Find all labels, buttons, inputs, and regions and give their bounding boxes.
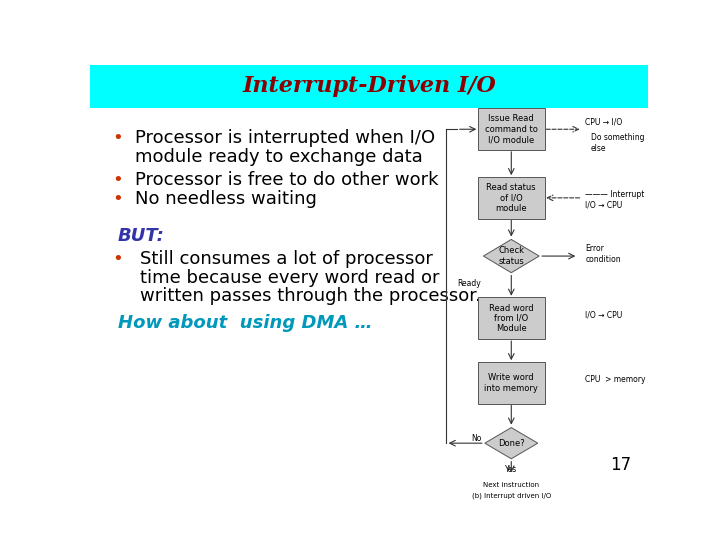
- FancyBboxPatch shape: [477, 298, 545, 340]
- Text: Do something
else: Do something else: [591, 133, 644, 153]
- Polygon shape: [483, 239, 539, 273]
- Text: Error
condition: Error condition: [585, 244, 621, 264]
- Text: CPU → I/O: CPU → I/O: [585, 117, 623, 126]
- FancyBboxPatch shape: [477, 108, 545, 150]
- Text: I/O → CPU: I/O → CPU: [585, 310, 623, 320]
- Text: •: •: [112, 171, 123, 189]
- Text: •: •: [112, 190, 123, 207]
- Text: ——— Interrupt: ——— Interrupt: [585, 190, 644, 199]
- Text: Processor is free to do other work: Processor is free to do other work: [135, 171, 438, 189]
- Text: •: •: [112, 129, 123, 147]
- Text: Still consumes a lot of processor: Still consumes a lot of processor: [140, 250, 433, 268]
- Polygon shape: [485, 428, 538, 459]
- Text: Processor is interrupted when I/O: Processor is interrupted when I/O: [135, 129, 435, 147]
- Text: Read word
from I/O
Module: Read word from I/O Module: [489, 303, 534, 333]
- Text: written passes through the processor.: written passes through the processor.: [140, 287, 481, 305]
- Text: time because every word read or: time because every word read or: [140, 268, 440, 287]
- Text: I/O → CPU: I/O → CPU: [585, 201, 623, 210]
- FancyBboxPatch shape: [90, 65, 648, 109]
- Text: Ready: Ready: [457, 279, 481, 288]
- Text: Read status
of I/O
module: Read status of I/O module: [487, 183, 536, 213]
- Text: How about  using DMA …: How about using DMA …: [118, 314, 372, 332]
- Text: Write word
into memory: Write word into memory: [485, 373, 539, 393]
- Text: (b) Interrupt driven I/O: (b) Interrupt driven I/O: [472, 492, 551, 498]
- Text: No: No: [472, 434, 482, 443]
- Text: Yes: Yes: [505, 465, 518, 474]
- Text: Check
status: Check status: [498, 246, 524, 266]
- Text: Interrupt-Driven I/O: Interrupt-Driven I/O: [242, 76, 496, 97]
- Text: •: •: [112, 250, 123, 268]
- FancyBboxPatch shape: [477, 362, 545, 404]
- Text: Issue Read
command to
I/O module: Issue Read command to I/O module: [485, 114, 538, 144]
- Text: Next instruction: Next instruction: [483, 482, 539, 488]
- Text: module ready to exchange data: module ready to exchange data: [135, 148, 423, 166]
- Text: Done?: Done?: [498, 438, 525, 448]
- Text: No needless waiting: No needless waiting: [135, 190, 317, 207]
- Text: BUT:: BUT:: [118, 227, 165, 245]
- Text: 17: 17: [610, 456, 631, 474]
- Text: CPU  > memory: CPU > memory: [585, 375, 646, 384]
- FancyBboxPatch shape: [477, 177, 545, 219]
